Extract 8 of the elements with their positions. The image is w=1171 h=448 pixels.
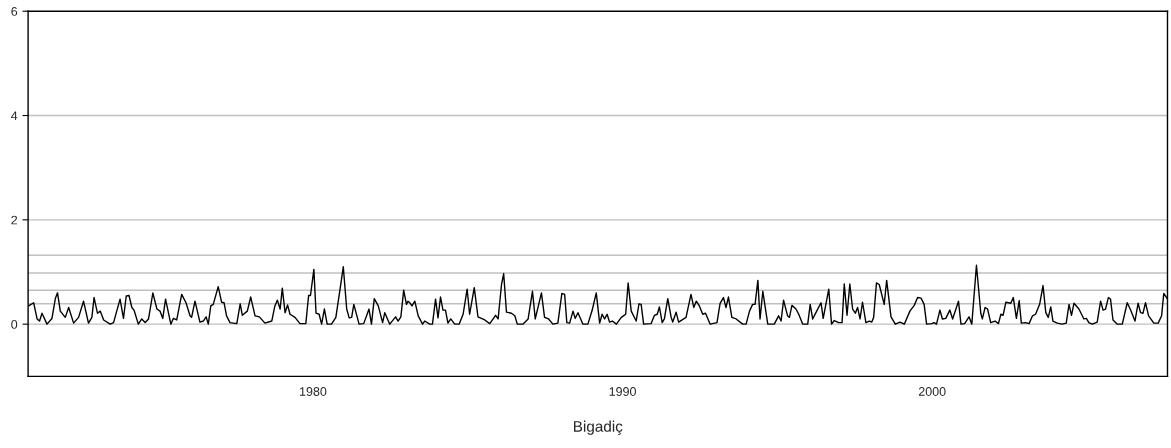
y-tick-label: 0	[11, 319, 18, 329]
x-tick-label: 2000	[918, 387, 946, 396]
y-tick-label: 2	[11, 215, 18, 225]
x-tick-label: 1990	[609, 387, 636, 396]
x-axis-title: Bigadiç	[574, 420, 623, 435]
y-tick-label: 4	[11, 111, 18, 121]
y-tick-label: 6	[11, 7, 18, 16]
x-tick-label: 1980	[300, 387, 327, 396]
